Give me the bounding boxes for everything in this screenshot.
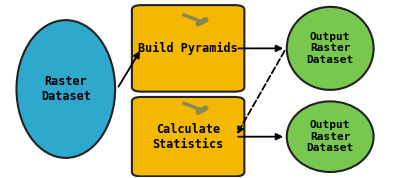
Ellipse shape bbox=[287, 7, 373, 90]
Text: Output
Raster
Dataset: Output Raster Dataset bbox=[307, 120, 354, 153]
Text: Calculate
Statistics: Calculate Statistics bbox=[152, 123, 224, 151]
Text: Output
Raster
Dataset: Output Raster Dataset bbox=[307, 32, 354, 65]
Ellipse shape bbox=[17, 20, 115, 158]
Text: Raster
Dataset: Raster Dataset bbox=[41, 75, 91, 103]
FancyBboxPatch shape bbox=[132, 5, 244, 92]
Text: Build Pyramids: Build Pyramids bbox=[138, 42, 238, 55]
Ellipse shape bbox=[287, 101, 373, 172]
FancyBboxPatch shape bbox=[132, 97, 244, 176]
